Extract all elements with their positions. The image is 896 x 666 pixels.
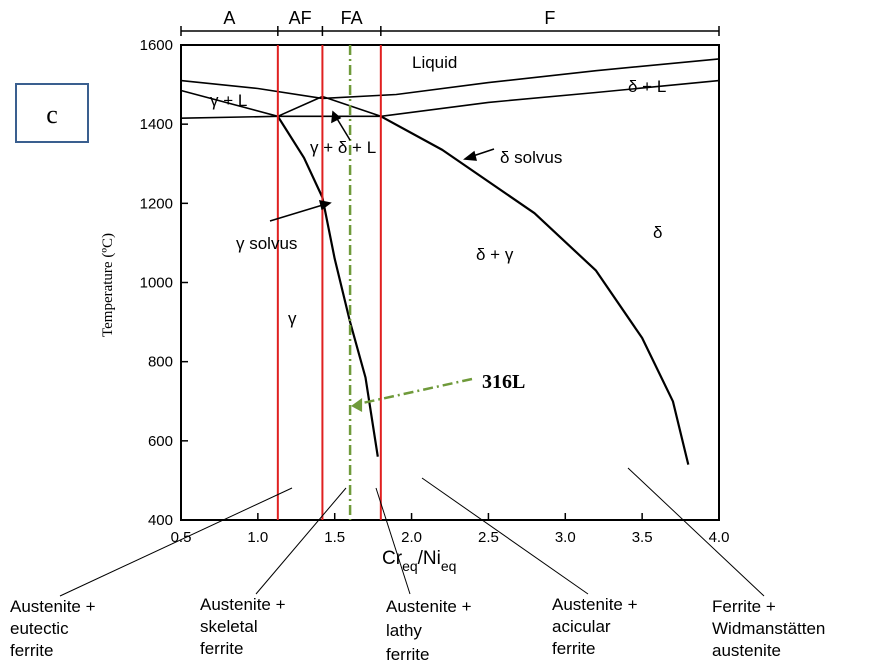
y-tick-label-1: 600 bbox=[148, 433, 173, 450]
microstructure-labels: Austenite + eutectic ferrite Austenite +… bbox=[10, 595, 825, 664]
micro-label-acicular-3: ferrite bbox=[552, 639, 595, 658]
x-tick-label-6: 3.5 bbox=[632, 529, 653, 546]
y-tick-label-2: 800 bbox=[148, 354, 173, 371]
leader-widmanstatten bbox=[627, 467, 765, 597]
region-label-gamma: γ bbox=[288, 309, 297, 328]
annotation-arrows bbox=[269, 110, 495, 222]
gamma-solvus-arrow bbox=[269, 203, 327, 222]
curve-delta-solvus bbox=[380, 115, 690, 465]
region-label-delta-solvus: δ solvus bbox=[500, 148, 562, 167]
micro-label-widmanstatten-1: Ferrite + bbox=[712, 597, 776, 616]
delta-solvus-arrowhead bbox=[463, 150, 477, 161]
alloy-316l-pointer bbox=[357, 377, 473, 406]
leader-eutectic bbox=[59, 487, 293, 597]
region-label-liquid: Liquid bbox=[412, 53, 457, 72]
region-label-gamma-l: γ + L bbox=[210, 91, 247, 110]
curve-gamma-solvus bbox=[276, 115, 379, 457]
x-tick-label-5: 3.0 bbox=[555, 529, 576, 546]
y-tick-label-4: 1200 bbox=[140, 195, 173, 212]
panel-label-box bbox=[15, 83, 89, 143]
mode-label-af: AF bbox=[289, 8, 312, 28]
region-label-gamma-delta-l: γ + δ + L bbox=[310, 138, 376, 157]
region-label-delta-gamma: δ + γ bbox=[476, 245, 514, 264]
x-axis-label: Creq/Nieq bbox=[382, 548, 456, 574]
x-tick-labels: 0.5 1.0 1.5 2.0 2.5 3.0 3.5 4.0 bbox=[171, 529, 730, 546]
mode-bracket: A AF FA F bbox=[180, 8, 720, 36]
x-tick-label-7: 4.0 bbox=[709, 529, 730, 546]
x-tick-label-4: 2.5 bbox=[478, 529, 499, 546]
axis-ticks bbox=[180, 44, 720, 521]
microstructure-leaders bbox=[59, 467, 765, 597]
leader-skeletal bbox=[255, 487, 347, 595]
region-label-delta-l: δ + L bbox=[628, 77, 666, 96]
x-axis-label-sub1: eq bbox=[402, 558, 418, 574]
x-axis-label-main: Cr bbox=[382, 548, 403, 569]
y-tick-label-5: 1400 bbox=[140, 116, 173, 133]
alloy-marker bbox=[348, 45, 473, 520]
y-tick-labels: 400 600 800 1000 1200 1400 1600 bbox=[140, 37, 173, 529]
curve-liquidus-upper bbox=[180, 58, 720, 100]
mode-boundary-lines bbox=[276, 45, 382, 520]
x-axis-label-sub2: eq bbox=[441, 558, 457, 574]
micro-label-acicular-1: Austenite + bbox=[552, 595, 638, 614]
y-axis-label: Temperature (ºC) bbox=[100, 233, 116, 337]
gamma-delta-l-arrow bbox=[335, 116, 351, 141]
micro-label-eutectic-2: eutectic bbox=[10, 619, 69, 638]
gamma-delta-l-arrowhead bbox=[331, 110, 342, 124]
alloy-label-316l: 316L bbox=[482, 371, 525, 393]
curve-solidus bbox=[180, 115, 381, 119]
x-tick-label-3: 2.0 bbox=[401, 529, 422, 546]
x-tick-label-1: 1.0 bbox=[247, 529, 268, 546]
micro-label-lathy-1: Austenite + bbox=[386, 597, 472, 616]
micro-label-eutectic-3: ferrite bbox=[10, 641, 53, 660]
micro-label-lathy-3: ferrite bbox=[386, 645, 429, 664]
y-tick-label-6: 1600 bbox=[140, 37, 173, 54]
micro-label-skeletal-1: Austenite + bbox=[200, 595, 286, 614]
leader-lathy bbox=[375, 487, 411, 595]
mode-label-f: F bbox=[544, 8, 555, 28]
micro-label-acicular-2: acicular bbox=[552, 617, 611, 636]
micro-label-skeletal-2: skeletal bbox=[200, 617, 258, 636]
y-tick-label-3: 1000 bbox=[140, 275, 173, 292]
region-label-delta: δ bbox=[653, 223, 662, 242]
micro-label-skeletal-3: ferrite bbox=[200, 639, 243, 658]
gamma-solvus-arrowhead bbox=[318, 200, 332, 211]
alloy-316l-arrowhead bbox=[351, 398, 363, 412]
mode-label-fa: FA bbox=[341, 8, 363, 28]
leader-acicular bbox=[421, 477, 589, 595]
region-label-gamma-solvus: γ solvus bbox=[236, 234, 297, 253]
micro-label-widmanstatten-2: Widmanstätten bbox=[712, 619, 825, 638]
micro-label-eutectic-1: Austenite + bbox=[10, 597, 96, 616]
x-axis-label-slash: /Ni bbox=[418, 548, 441, 569]
x-tick-label-2: 1.5 bbox=[324, 529, 345, 546]
micro-label-lathy-2: lathy bbox=[386, 621, 422, 640]
y-tick-label-0: 400 bbox=[148, 512, 173, 529]
micro-label-widmanstatten-3: austenite bbox=[712, 641, 781, 660]
phase-boundaries bbox=[180, 58, 720, 465]
panel-label: c bbox=[46, 100, 58, 129]
mode-label-a: A bbox=[223, 8, 235, 28]
